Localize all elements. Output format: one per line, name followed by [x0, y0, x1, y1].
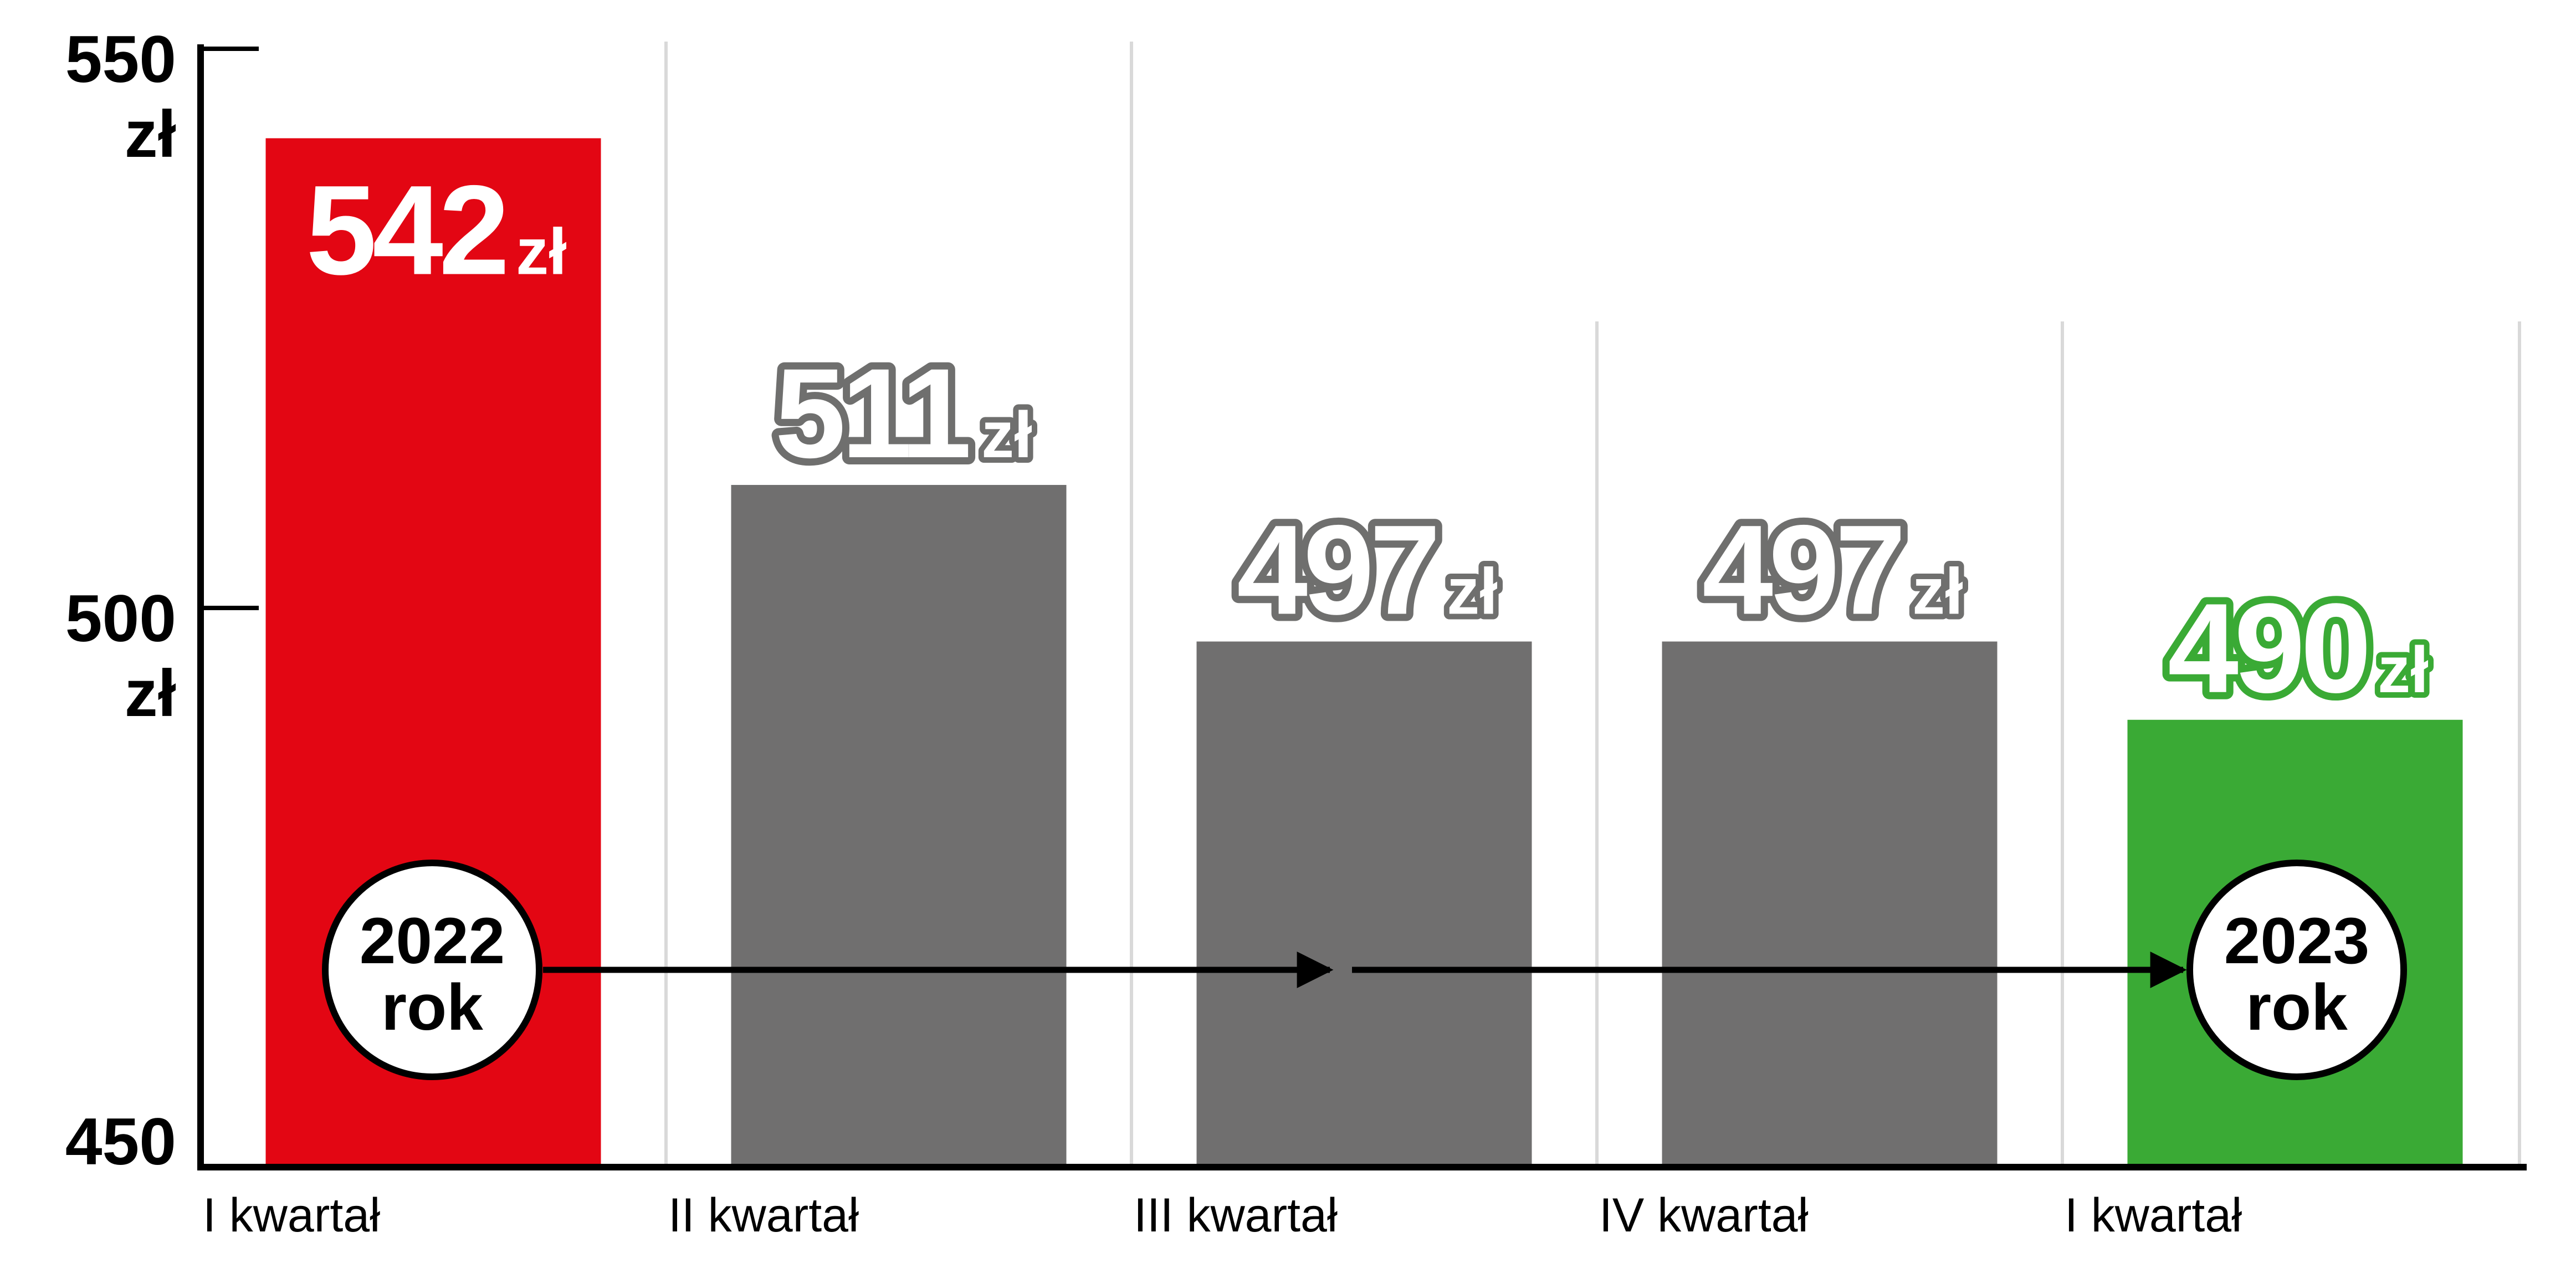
year-sublabel: rok [381, 971, 483, 1044]
x-tick-label: I kwartał [2065, 1189, 2242, 1242]
value-label-unit: zł [2378, 633, 2429, 707]
value-label-number: 542 [306, 159, 505, 301]
data-label: 542 zł [306, 159, 567, 301]
value-label-number: 490 [2168, 577, 2367, 719]
year-badge-circle [2186, 860, 2407, 1080]
value-label-number: 497 [1702, 499, 1902, 641]
value-label-unit: zł [516, 215, 567, 288]
y-tick-label: 550 [65, 22, 176, 96]
bar [731, 485, 1067, 1167]
value-label-number: 497 [1237, 499, 1436, 641]
y-tick-label: 500 [65, 581, 176, 656]
data-label: 497 zł [1695, 492, 1969, 648]
value-label-number: 511 [775, 342, 968, 484]
x-tick-label: IV kwartał [1599, 1189, 1809, 1242]
value-label-unit: zł [981, 398, 1032, 472]
bar [1662, 641, 1998, 1167]
y-tick-label: 450 [65, 1105, 176, 1179]
year-sublabel: rok [2246, 971, 2348, 1044]
y-tick-unit: zł [125, 656, 176, 730]
value-label-unit: zł [1447, 555, 1498, 628]
x-tick-label: II kwartał [668, 1189, 859, 1242]
data-label: 511 zł [767, 335, 1037, 492]
year-label: 2023 [2224, 904, 2370, 978]
gridlines [664, 42, 2521, 1167]
x-tick-label: III kwartał [1134, 1189, 1338, 1242]
data-label: 490 zł [2160, 570, 2434, 727]
value-label-unit: zł [1912, 555, 1963, 628]
y-tick-unit: zł [125, 97, 176, 171]
year-badge-circle [322, 860, 542, 1080]
x-tick-label: I kwartał [203, 1189, 380, 1242]
year-label: 2022 [360, 904, 505, 978]
data-label: 497 zł [1230, 492, 1503, 648]
bar [1196, 641, 1532, 1167]
bars [265, 138, 2463, 1168]
